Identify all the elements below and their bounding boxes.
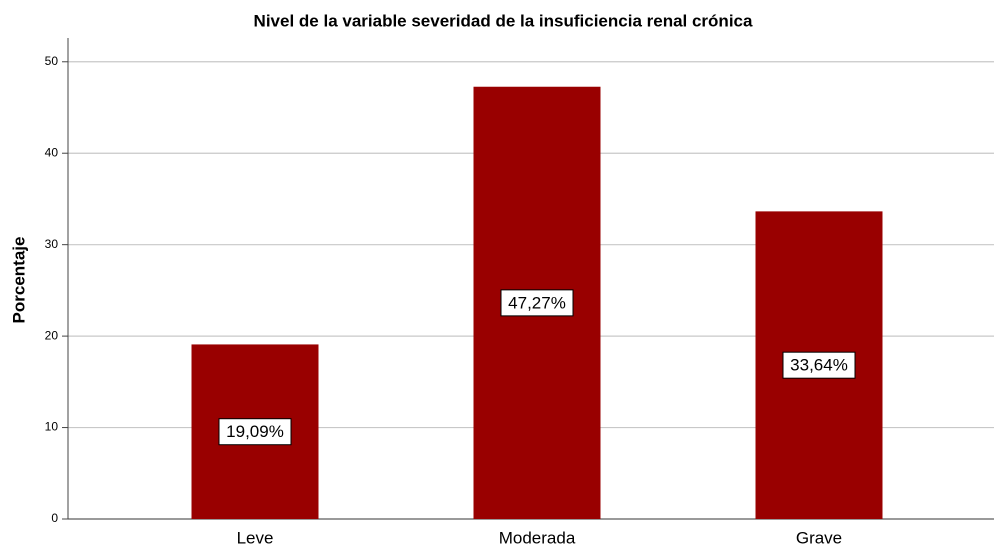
x-tick-label: Grave [796,528,842,547]
x-tick-label: Moderada [499,528,576,547]
chart-title: Nivel de la variable severidad de la ins… [254,11,753,30]
y-axis-label: Porcentaje [9,237,28,324]
value-label: 33,64% [790,356,848,375]
value-label-box [218,418,292,446]
value-label-box [500,289,574,317]
value-label: 47,27% [508,293,566,312]
x-tick-label: Leve [237,528,274,547]
y-tick-label: 40 [45,145,59,159]
y-tick-label: 0 [51,511,58,525]
y-tick-label: 10 [45,420,59,434]
y-tick-label: 30 [45,237,59,251]
value-label-box [782,351,856,379]
y-tick-label: 20 [45,328,59,342]
value-label: 19,09% [226,422,284,441]
y-tick-label: 50 [45,54,59,68]
